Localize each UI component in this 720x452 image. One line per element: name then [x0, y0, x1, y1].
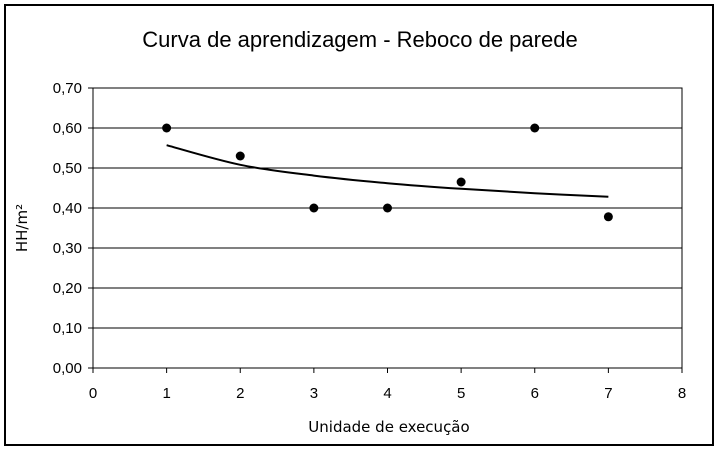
y-tick-label: 0,20	[53, 280, 82, 297]
x-tick-label: 5	[457, 385, 465, 402]
x-tick-label: 7	[604, 385, 612, 402]
data-point	[530, 123, 540, 133]
data-point	[603, 212, 613, 222]
trendline	[166, 144, 609, 198]
y-tick-label: 0,40	[53, 200, 82, 217]
x-axis: 0 1 2 3 4 5 6 7 8	[89, 368, 686, 402]
data-point	[162, 123, 172, 133]
y-tick-label: 0,00	[53, 360, 82, 377]
x-tick-label: 0	[89, 385, 97, 402]
data-point	[309, 203, 319, 213]
y-tick-label: 0,30	[53, 240, 82, 257]
data-points	[162, 123, 613, 222]
x-tick-label: 3	[310, 385, 318, 402]
y-axis: 0,00 0,10 0,20 0,30 0,40 0,50 0,60 0,70	[53, 80, 93, 377]
y-tick-label: 0,70	[53, 80, 82, 97]
x-tick-label: 6	[531, 385, 539, 402]
gridlines	[93, 127, 682, 329]
x-axis-label: Unidade de execução	[308, 418, 469, 436]
y-tick-label: 0,10	[53, 320, 82, 337]
chart-frame	[4, 4, 714, 446]
x-tick-label: 8	[678, 385, 686, 402]
x-tick-label: 2	[236, 385, 244, 402]
data-point	[235, 151, 245, 161]
y-axis-label: HH/m²	[13, 204, 31, 252]
y-tick-label: 0,60	[53, 120, 82, 137]
x-tick-label: 1	[162, 385, 170, 402]
plot-area	[92, 87, 683, 369]
y-tick-label: 0,50	[53, 160, 82, 177]
chart-title: Curva de aprendizagem - Reboco de parede	[142, 27, 577, 52]
data-point	[456, 177, 466, 187]
x-tick-label: 4	[383, 385, 391, 402]
data-point	[383, 203, 392, 213]
